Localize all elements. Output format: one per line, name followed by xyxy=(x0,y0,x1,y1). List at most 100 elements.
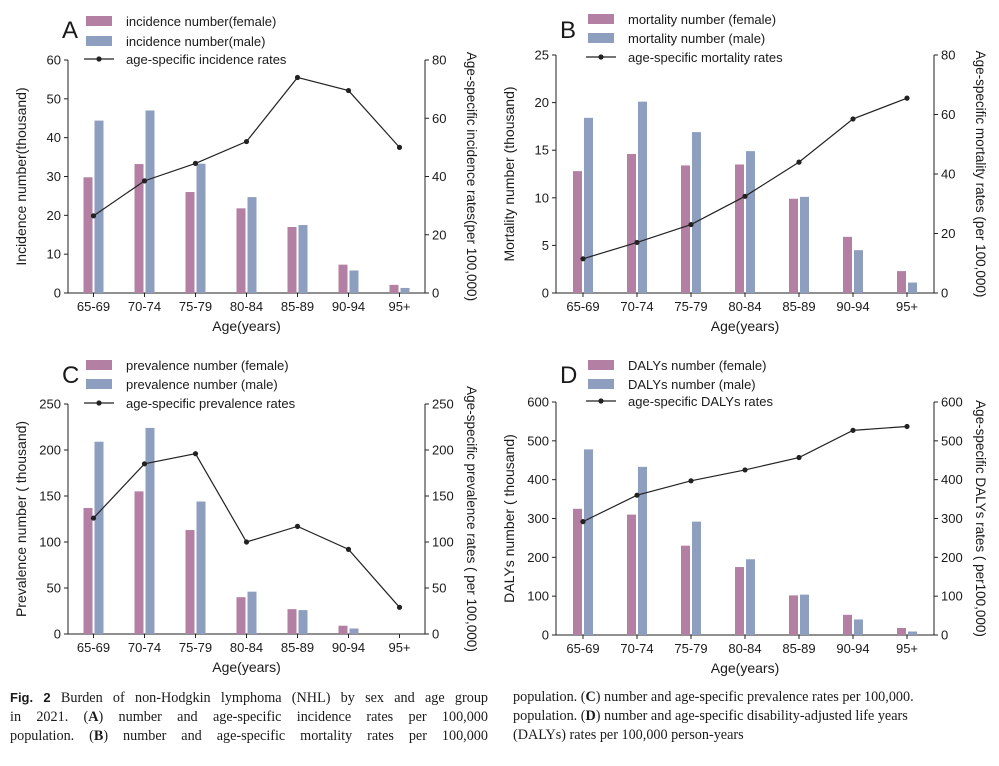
female-bar-90-94 xyxy=(843,614,852,635)
right-tick-label: 100 xyxy=(432,535,454,550)
female-bar-65-69 xyxy=(573,508,582,635)
legend-label: DALYs number (male) xyxy=(628,377,756,392)
x-tick-label: 90-94 xyxy=(332,640,365,655)
rate-point-75-79 xyxy=(688,478,694,484)
right-axis-title: Age-specific incidence rates(per 100,000… xyxy=(464,52,479,301)
male-bar-90-94 xyxy=(854,250,863,293)
right-tick-label: 250 xyxy=(432,397,454,412)
male-bar-75-79 xyxy=(692,521,701,635)
x-tick-label: 75-79 xyxy=(179,299,212,314)
left-tick-label: 0 xyxy=(542,286,549,301)
left-tick-label: 600 xyxy=(527,395,549,410)
rate-point-65-69 xyxy=(580,519,586,525)
male-bar-85-89 xyxy=(800,594,809,635)
left-tick-label: 10 xyxy=(47,247,61,262)
left-tick-label: 10 xyxy=(535,190,549,205)
female-bar-75-79 xyxy=(185,530,195,634)
right-tick-label: 80 xyxy=(941,48,955,63)
rate-point-95plus xyxy=(396,604,403,610)
rate-point-85-89 xyxy=(796,454,802,461)
right-tick-label: 600 xyxy=(941,395,963,410)
rate-point-70-74 xyxy=(634,492,640,498)
rate-point-70-74 xyxy=(141,178,148,184)
x-axis-title: Age(years) xyxy=(212,318,280,334)
rate-point-80-84 xyxy=(742,467,748,473)
left-tick-label: 50 xyxy=(47,581,61,596)
male-bar-90-94 xyxy=(854,619,863,635)
x-tick-label: 70-74 xyxy=(128,299,161,314)
left-tick-label: 200 xyxy=(527,550,549,565)
rate-line xyxy=(582,425,908,523)
female-bar-75-79 xyxy=(681,165,690,293)
legend-label: age-specific prevalence rates xyxy=(126,396,296,411)
rate-point-95plus xyxy=(904,95,910,101)
caption-line-3: population. (B) number and age-specific … xyxy=(10,728,488,744)
male-bar-70-74 xyxy=(145,110,155,293)
male-bar-65-69 xyxy=(584,117,593,293)
female-bar-65-69 xyxy=(83,507,93,634)
left-tick-label: 5 xyxy=(542,238,549,253)
right-tick-label: 0 xyxy=(941,628,948,643)
rate-point-95plus xyxy=(396,144,403,150)
legend-swatch xyxy=(588,14,614,24)
legend-marker xyxy=(96,400,102,406)
x-tick-label: 90-94 xyxy=(332,299,365,314)
x-axis-title: Age(years) xyxy=(711,660,779,676)
legend-label: age-specific incidence rates xyxy=(126,52,287,67)
rate-point-85-89 xyxy=(294,74,301,81)
chart-panel-a: 0 10 20 30 40 50 60 0 20 40 60 80 65-69 70-74 75-79 80-… xyxy=(13,14,479,334)
female-bar-85-89 xyxy=(287,226,297,293)
female-bar-80-84 xyxy=(236,597,246,634)
caption-line-2: in 2021. (A) number and age-specific inc… xyxy=(10,709,488,725)
figure-caption-right: population. (C) number and age-specific … xyxy=(513,688,991,745)
female-bar-65-69 xyxy=(573,171,582,293)
rate-point-80-84 xyxy=(742,193,748,199)
x-tick-label: 70-74 xyxy=(128,640,161,655)
male-bar-70-74 xyxy=(638,101,647,293)
male-bar-75-79 xyxy=(196,501,206,634)
right-tick-label: 300 xyxy=(941,511,963,526)
female-bar-75-79 xyxy=(185,192,195,293)
rate-point-70-74 xyxy=(141,461,148,467)
legend-marker xyxy=(598,398,604,404)
x-tick-label: 65-69 xyxy=(77,299,110,314)
male-bar-90-94 xyxy=(349,628,359,634)
rate-point-80-84 xyxy=(243,539,250,545)
male-bar-80-84 xyxy=(746,151,755,293)
x-tick-label: 80-84 xyxy=(230,640,263,655)
left-tick-label: 20 xyxy=(47,208,61,223)
x-axis-title: Age(years) xyxy=(711,318,779,334)
panel-letter-d: D xyxy=(560,362,577,389)
left-tick-label: 20 xyxy=(535,95,549,110)
right-tick-label: 0 xyxy=(432,286,439,301)
x-axis-title: Age(years) xyxy=(212,659,280,675)
male-bar-70-74 xyxy=(638,466,647,635)
panel-letter-b: B xyxy=(560,17,576,44)
panel-letter-c: C xyxy=(62,362,79,389)
rate-point-90-94 xyxy=(850,116,856,122)
female-bar-70-74 xyxy=(134,164,144,293)
female-bar-85-89 xyxy=(287,609,297,634)
female-bar-70-74 xyxy=(627,514,636,635)
right-tick-label: 400 xyxy=(941,472,963,487)
rate-point-65-69 xyxy=(90,213,97,219)
caption-line-5: population. (D) number and age-specific … xyxy=(513,708,908,724)
left-tick-label: 60 xyxy=(47,53,61,68)
legend-swatch xyxy=(86,16,112,26)
female-bar-95plus xyxy=(389,284,399,293)
female-bar-75-79 xyxy=(681,545,690,635)
female-bar-95plus xyxy=(897,628,906,635)
right-tick-label: 40 xyxy=(432,169,446,184)
male-bar-75-79 xyxy=(692,132,701,293)
legend-label: mortality number (female) xyxy=(628,12,776,27)
male-bar-65-69 xyxy=(94,441,104,634)
x-tick-label: 75-79 xyxy=(674,641,707,656)
x-tick-label: 95+ xyxy=(896,641,918,656)
left-axis-title: Incidence number(thousand) xyxy=(13,87,29,265)
right-tick-label: 0 xyxy=(432,627,439,642)
rate-point-85-89 xyxy=(796,159,802,165)
male-bar-80-84 xyxy=(247,197,257,293)
rate-point-65-69 xyxy=(90,515,97,521)
right-axis-title: Age-specific prevalence rates ( per 100,… xyxy=(464,386,479,652)
rate-point-70-74 xyxy=(634,239,640,246)
